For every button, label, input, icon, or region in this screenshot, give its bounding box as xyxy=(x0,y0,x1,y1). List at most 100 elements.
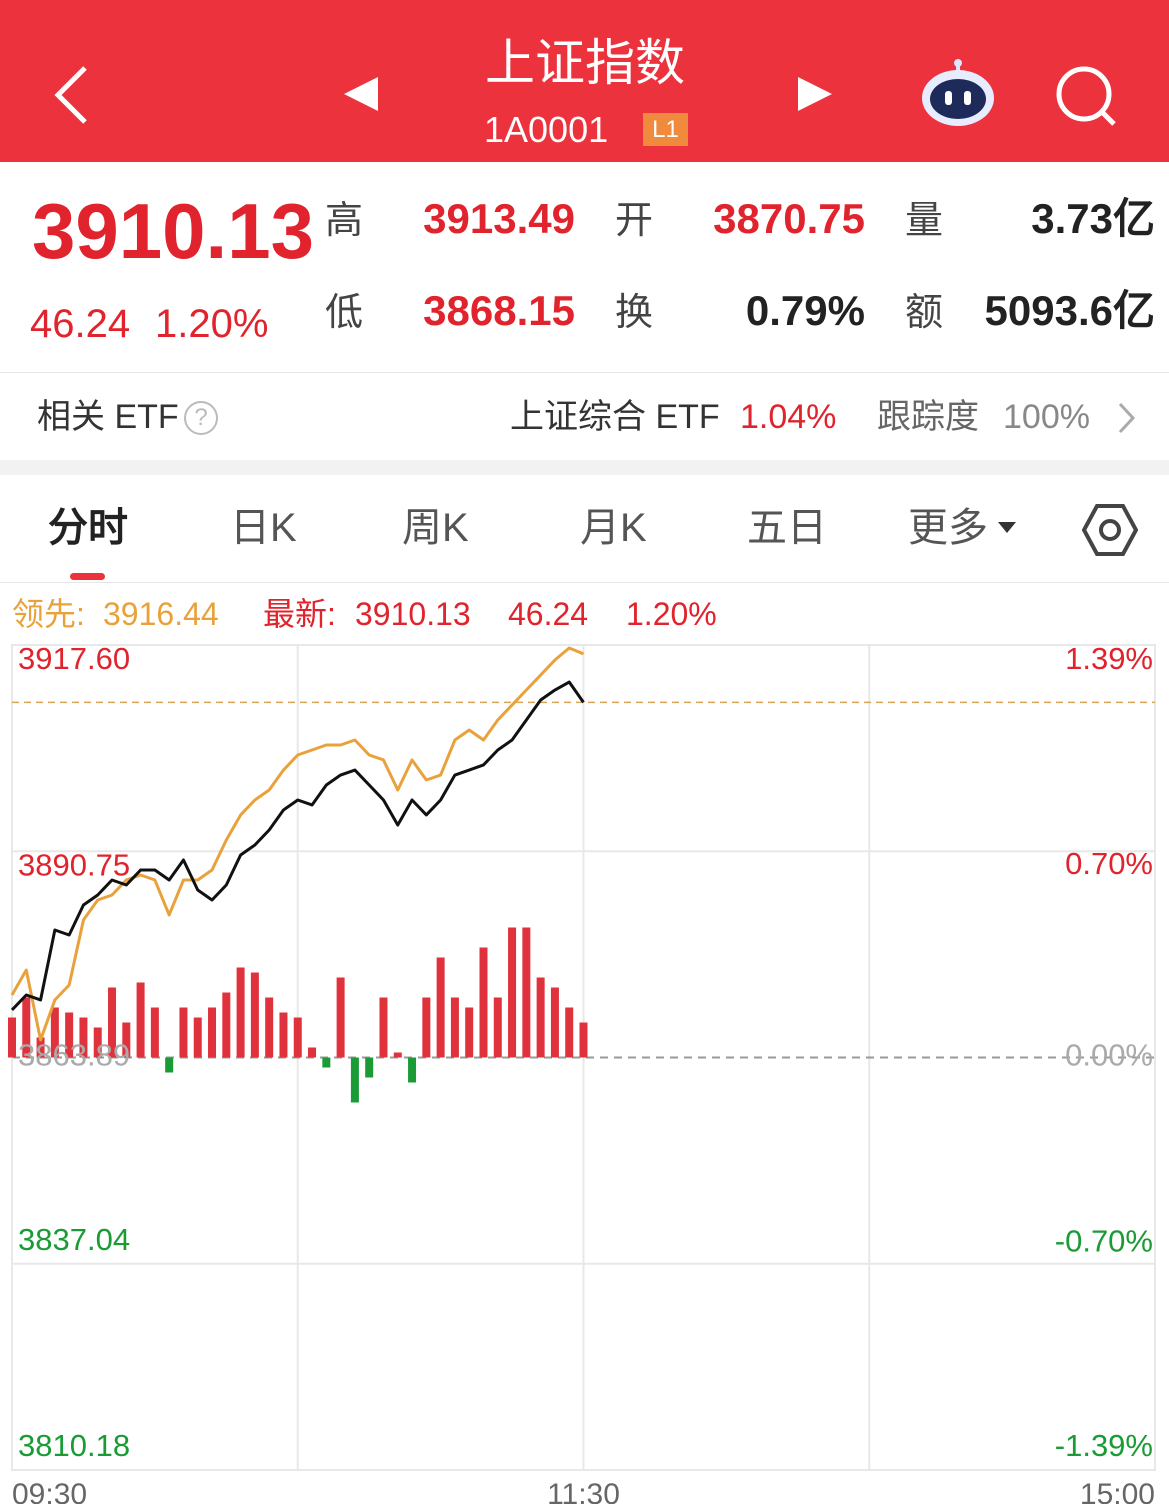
strength-bar xyxy=(22,997,31,1058)
strength-bar xyxy=(436,957,445,1058)
strength-bar xyxy=(236,967,245,1058)
tab[interactable]: 周K xyxy=(402,506,469,550)
back-button[interactable] xyxy=(40,60,100,130)
strength-bar xyxy=(408,1057,417,1083)
strength-bar xyxy=(465,1007,474,1058)
next-button[interactable] xyxy=(796,75,836,115)
prev-button[interactable] xyxy=(340,75,380,115)
lead-value: 3916.44 xyxy=(103,596,219,632)
x-tick-label: 15:00 xyxy=(1080,1478,1155,1504)
strength-bar xyxy=(150,1007,159,1058)
stock-code: 1A0001 xyxy=(484,109,609,150)
field-label: 量 xyxy=(905,200,944,242)
strength-bar xyxy=(493,997,502,1058)
lead-label: 领先: xyxy=(12,596,85,632)
strength-bar xyxy=(165,1057,174,1073)
strength-bar xyxy=(136,982,145,1058)
strength-bar xyxy=(350,1057,359,1103)
price-line xyxy=(10,680,585,1011)
strength-bar xyxy=(265,997,274,1058)
strength-bar xyxy=(365,1057,374,1078)
etf-name[interactable]: 上证综合 ETF xyxy=(510,398,720,436)
separator xyxy=(0,460,1169,475)
strength-bar xyxy=(479,947,488,1058)
field-label: 额 xyxy=(905,292,944,334)
assistant-icon[interactable] xyxy=(918,58,998,133)
tab[interactable]: 日K xyxy=(230,506,297,550)
strength-bar xyxy=(79,1017,88,1058)
field-value: 3913.49 xyxy=(423,195,575,242)
field-value: 3868.15 xyxy=(423,287,575,334)
strength-bar xyxy=(536,977,545,1058)
latest-change-pct: 1.20% xyxy=(626,596,717,632)
price: 3910.13 xyxy=(32,187,314,275)
strength-bar xyxy=(565,1007,574,1058)
level-badge: L1 xyxy=(643,113,688,146)
strength-bar xyxy=(36,1037,45,1058)
field-label: 高 xyxy=(325,200,364,242)
strength-bar xyxy=(550,987,559,1058)
strength-bar xyxy=(322,1057,331,1068)
intraday-chart: 09:30 11:30 15:00 3810.18 3837.04 3863.89 3890… xyxy=(8,641,1156,1504)
y2-tick-label: -1.39% xyxy=(1055,1428,1153,1463)
y-tick-label: 3810.18 xyxy=(18,1428,130,1463)
tracking-value: 100% xyxy=(1003,398,1090,436)
change: 46.24 xyxy=(30,302,131,346)
strength-bar xyxy=(93,1027,102,1058)
strength-bar xyxy=(522,927,531,1058)
strength-bar xyxy=(450,997,459,1058)
etf-change: 1.04% xyxy=(740,398,837,436)
field-label: 换 xyxy=(615,292,654,334)
field-value: 5093.6亿 xyxy=(984,287,1155,334)
change-pct: 1.20% xyxy=(155,302,269,346)
tab[interactable]: 更多 xyxy=(908,506,988,550)
strength-bar xyxy=(336,977,345,1058)
strength-bar xyxy=(279,1012,288,1058)
y-tick-label: 3890.75 xyxy=(18,847,130,882)
latest-value: 3910.13 xyxy=(355,596,471,632)
dropdown-arrow xyxy=(998,522,1016,533)
price-line xyxy=(10,646,585,1042)
strength-bar xyxy=(379,997,388,1058)
divider xyxy=(0,582,1169,583)
tracking-label: 跟踪度 xyxy=(877,398,979,436)
tab[interactable]: 月K xyxy=(580,506,647,550)
strength-bar xyxy=(8,1017,16,1058)
field-value: 3870.75 xyxy=(713,195,865,242)
y2-tick-label: -0.70% xyxy=(1055,1223,1153,1258)
stock-title: 上证指数 xyxy=(485,35,685,91)
etf-label: 相关 ETF xyxy=(37,398,179,436)
strength-bar xyxy=(179,1007,188,1058)
search-button[interactable] xyxy=(1052,62,1122,132)
x-tick-label: 09:30 xyxy=(12,1478,87,1504)
strength-bar xyxy=(308,1047,317,1058)
y2-tick-label: 0.00% xyxy=(1065,1038,1153,1073)
strength-bar xyxy=(250,972,259,1058)
help-icon[interactable]: ? xyxy=(184,401,218,435)
y-tick-label: 3863.89 xyxy=(18,1038,130,1073)
field-value: 0.79% xyxy=(745,287,865,334)
settings-button[interactable] xyxy=(1082,502,1138,558)
strength-bar xyxy=(108,987,117,1058)
chevron[interactable] xyxy=(1115,400,1139,436)
strength-bar xyxy=(193,1017,202,1058)
y2-tick-label: 0.70% xyxy=(1065,846,1153,881)
tab[interactable]: 分时 xyxy=(48,506,128,550)
strength-bar xyxy=(422,997,431,1058)
field-label: 开 xyxy=(615,200,654,242)
y2-tick-label: 1.39% xyxy=(1065,641,1153,676)
divider xyxy=(0,372,1169,373)
strength-bar xyxy=(65,1012,74,1058)
field-value: 3.73亿 xyxy=(1031,195,1155,242)
tab[interactable]: 五日 xyxy=(747,506,827,550)
latest-label: 最新: xyxy=(263,596,336,632)
x-tick-label: 11:30 xyxy=(547,1478,620,1504)
y-tick-label: 3837.04 xyxy=(18,1222,130,1257)
y-tick-label: 3917.60 xyxy=(18,641,130,676)
strength-bar xyxy=(122,1022,131,1058)
strength-bar xyxy=(50,1007,59,1058)
strength-bar xyxy=(293,1017,302,1058)
strength-bar xyxy=(579,1022,588,1058)
latest-change: 46.24 xyxy=(508,596,589,632)
